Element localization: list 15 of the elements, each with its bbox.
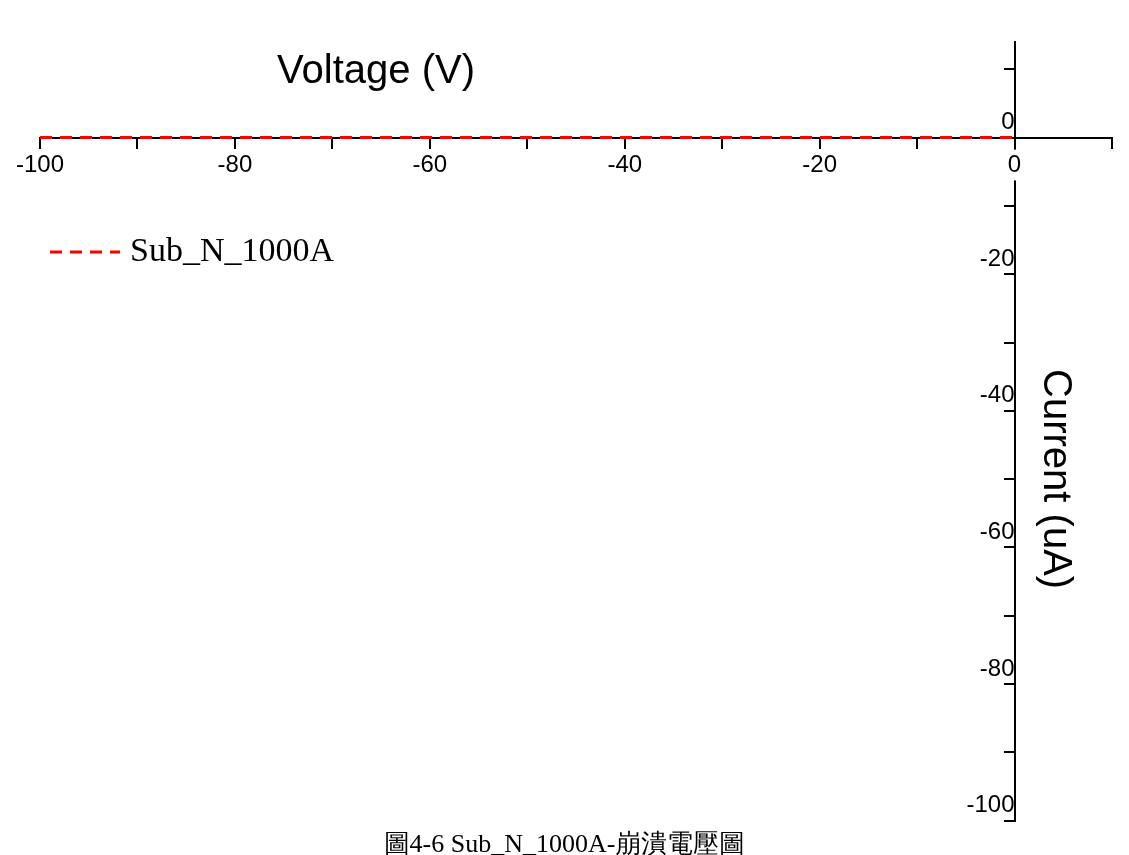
y-tick-label: 0 <box>1001 107 1015 135</box>
x-tick-label: -80 <box>217 149 253 177</box>
x-axis-title: Voltage (V) <box>277 46 475 91</box>
x-tick-label: -100 <box>15 149 65 177</box>
y-tick-label: -60 <box>979 517 1015 545</box>
y-axis-title: Current (uA) <box>1035 369 1080 590</box>
x-tick-label: -20 <box>802 149 837 177</box>
y-tick-label: -100 <box>966 790 1015 818</box>
x-tick-label: -40 <box>607 149 643 177</box>
x-tick-label: -60 <box>412 149 448 177</box>
legend-label: Sub_N_1000A <box>130 230 335 268</box>
y-tick-label: -20 <box>979 243 1015 271</box>
y-tick-label: -40 <box>979 380 1015 408</box>
caption: 圖4-6 Sub_N_1000A-崩潰電壓圖 <box>382 828 747 855</box>
y-tick-label: -80 <box>979 653 1015 681</box>
